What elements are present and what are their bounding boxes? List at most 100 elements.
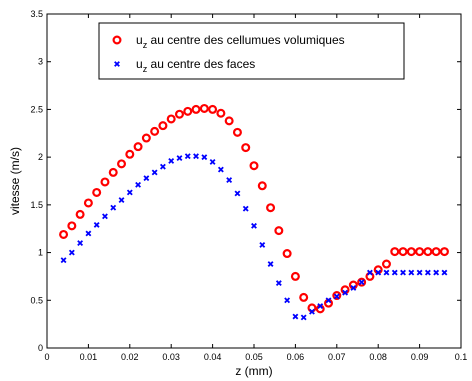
x-tick-label-5: 0.05 [245,352,263,362]
point-s2-24 [259,242,266,248]
point-s2-36 [358,279,365,286]
point-s1-1 [67,221,77,231]
point-s2-27 [284,297,291,304]
point-s2-29 [300,314,307,321]
point-s2-42 [408,269,415,276]
point-s1-33 [332,291,342,301]
legend-circle-mark [112,35,122,45]
legend-entry-1-rest: au centre des cellumues volumiques [147,33,344,47]
y-tick-label-0: 0 [38,343,43,353]
legend-entry-2-sub: z [143,64,148,74]
point-s1-20 [224,116,234,126]
point-s2-17 [201,154,208,161]
point-s2-23 [251,222,257,229]
point-s1-44 [423,247,433,257]
point-s2-35 [350,284,357,291]
point-s1-40 [390,247,400,257]
y-axis-label: vitesse (m/s) [8,147,22,215]
point-s2-8 [126,189,133,196]
x-tick-label-2: 0.02 [121,352,139,362]
y-tick-label-7: 3.5 [30,9,43,19]
point-s2-33 [333,293,340,300]
point-s2-15 [184,153,191,160]
point-s1-26 [274,226,284,236]
point-s2-7 [118,197,125,204]
point-s2-28 [292,313,299,320]
point-s1-42 [406,247,416,257]
point-s1-17 [199,103,209,113]
point-s2-3 [85,230,92,237]
point-s1-23 [249,161,259,171]
series-1 [59,103,449,314]
point-s1-10 [141,133,151,143]
point-s1-6 [108,167,118,177]
point-s2-1 [68,249,75,256]
point-s2-18 [209,158,216,165]
point-s2-38 [375,269,382,276]
point-s2-30 [309,308,315,315]
point-s1-43 [415,247,425,257]
point-s2-14 [176,155,183,162]
x-tick-label-1: 0.01 [80,352,98,362]
point-s2-37 [366,269,373,276]
data-marks [59,103,449,321]
point-s2-40 [391,269,398,276]
point-s1-9 [133,142,143,152]
point-s2-44 [424,269,431,276]
point-s1-45 [431,247,441,257]
legend-entry-1-main: u [136,33,143,47]
point-s2-2 [77,240,84,246]
point-s1-46 [439,247,449,257]
point-s2-31 [317,303,324,309]
y-tick-label-3: 1.5 [30,200,43,210]
point-s1-16 [191,104,201,114]
point-s1-12 [158,121,168,131]
legend-marker-x [114,61,120,67]
point-s1-27 [282,249,292,259]
y-tick-label-2: 1 [38,248,43,258]
point-s1-11 [150,126,160,136]
point-s1-5 [100,177,110,187]
point-s1-24 [257,181,267,191]
x-tick-label-4: 0.04 [204,352,222,362]
point-s1-13 [166,114,176,124]
x-tick-label-10: 0.1 [455,352,468,362]
axis-tick-labels: 0 0.01 0.02 0.03 0.04 0.05 0.06 0.07 0.08 0.09 0.1… [30,9,467,362]
legend-entry-1-sub: z [143,40,148,50]
legend-marker-circle [112,35,122,45]
legend-entry-1: uz au centre des cellumues volumiques [136,33,345,50]
point-s2-20 [226,177,233,183]
point-s1-18 [208,104,218,114]
x-tick-label-3: 0.03 [162,352,180,362]
point-s1-28 [290,271,300,281]
x-tick-label-7: 0.07 [328,352,346,362]
point-s1-22 [241,143,251,153]
point-s2-19 [217,166,224,173]
point-s2-25 [267,261,274,267]
y-tick-label-5: 2.5 [30,104,43,114]
point-s1-39 [381,259,391,269]
point-s2-12 [159,163,166,170]
point-s1-15 [183,106,193,116]
point-s2-39 [383,269,390,276]
point-s1-19 [216,108,226,118]
point-s1-2 [75,209,85,219]
y-tick-label-1: 0.5 [30,295,43,305]
point-s1-41 [398,247,408,257]
point-s2-26 [275,280,282,287]
point-s2-0 [60,257,67,264]
legend-box [98,22,405,80]
point-s1-4 [92,187,102,197]
point-s1-21 [232,127,242,137]
point-s1-36 [357,277,367,287]
point-s2-4 [93,221,100,228]
legend-entry-2: uz au centre des faces [136,57,255,74]
legend-entry-2-rest: au centre des faces [147,57,255,71]
legend: uz au centre des cellumues volumiques uz… [98,22,405,80]
point-s2-46 [441,269,448,276]
point-s1-8 [125,149,135,159]
y-tick-label-6: 3 [38,57,43,67]
point-s1-25 [266,203,276,213]
legend-x-mark [114,61,120,67]
point-s2-41 [400,269,406,276]
